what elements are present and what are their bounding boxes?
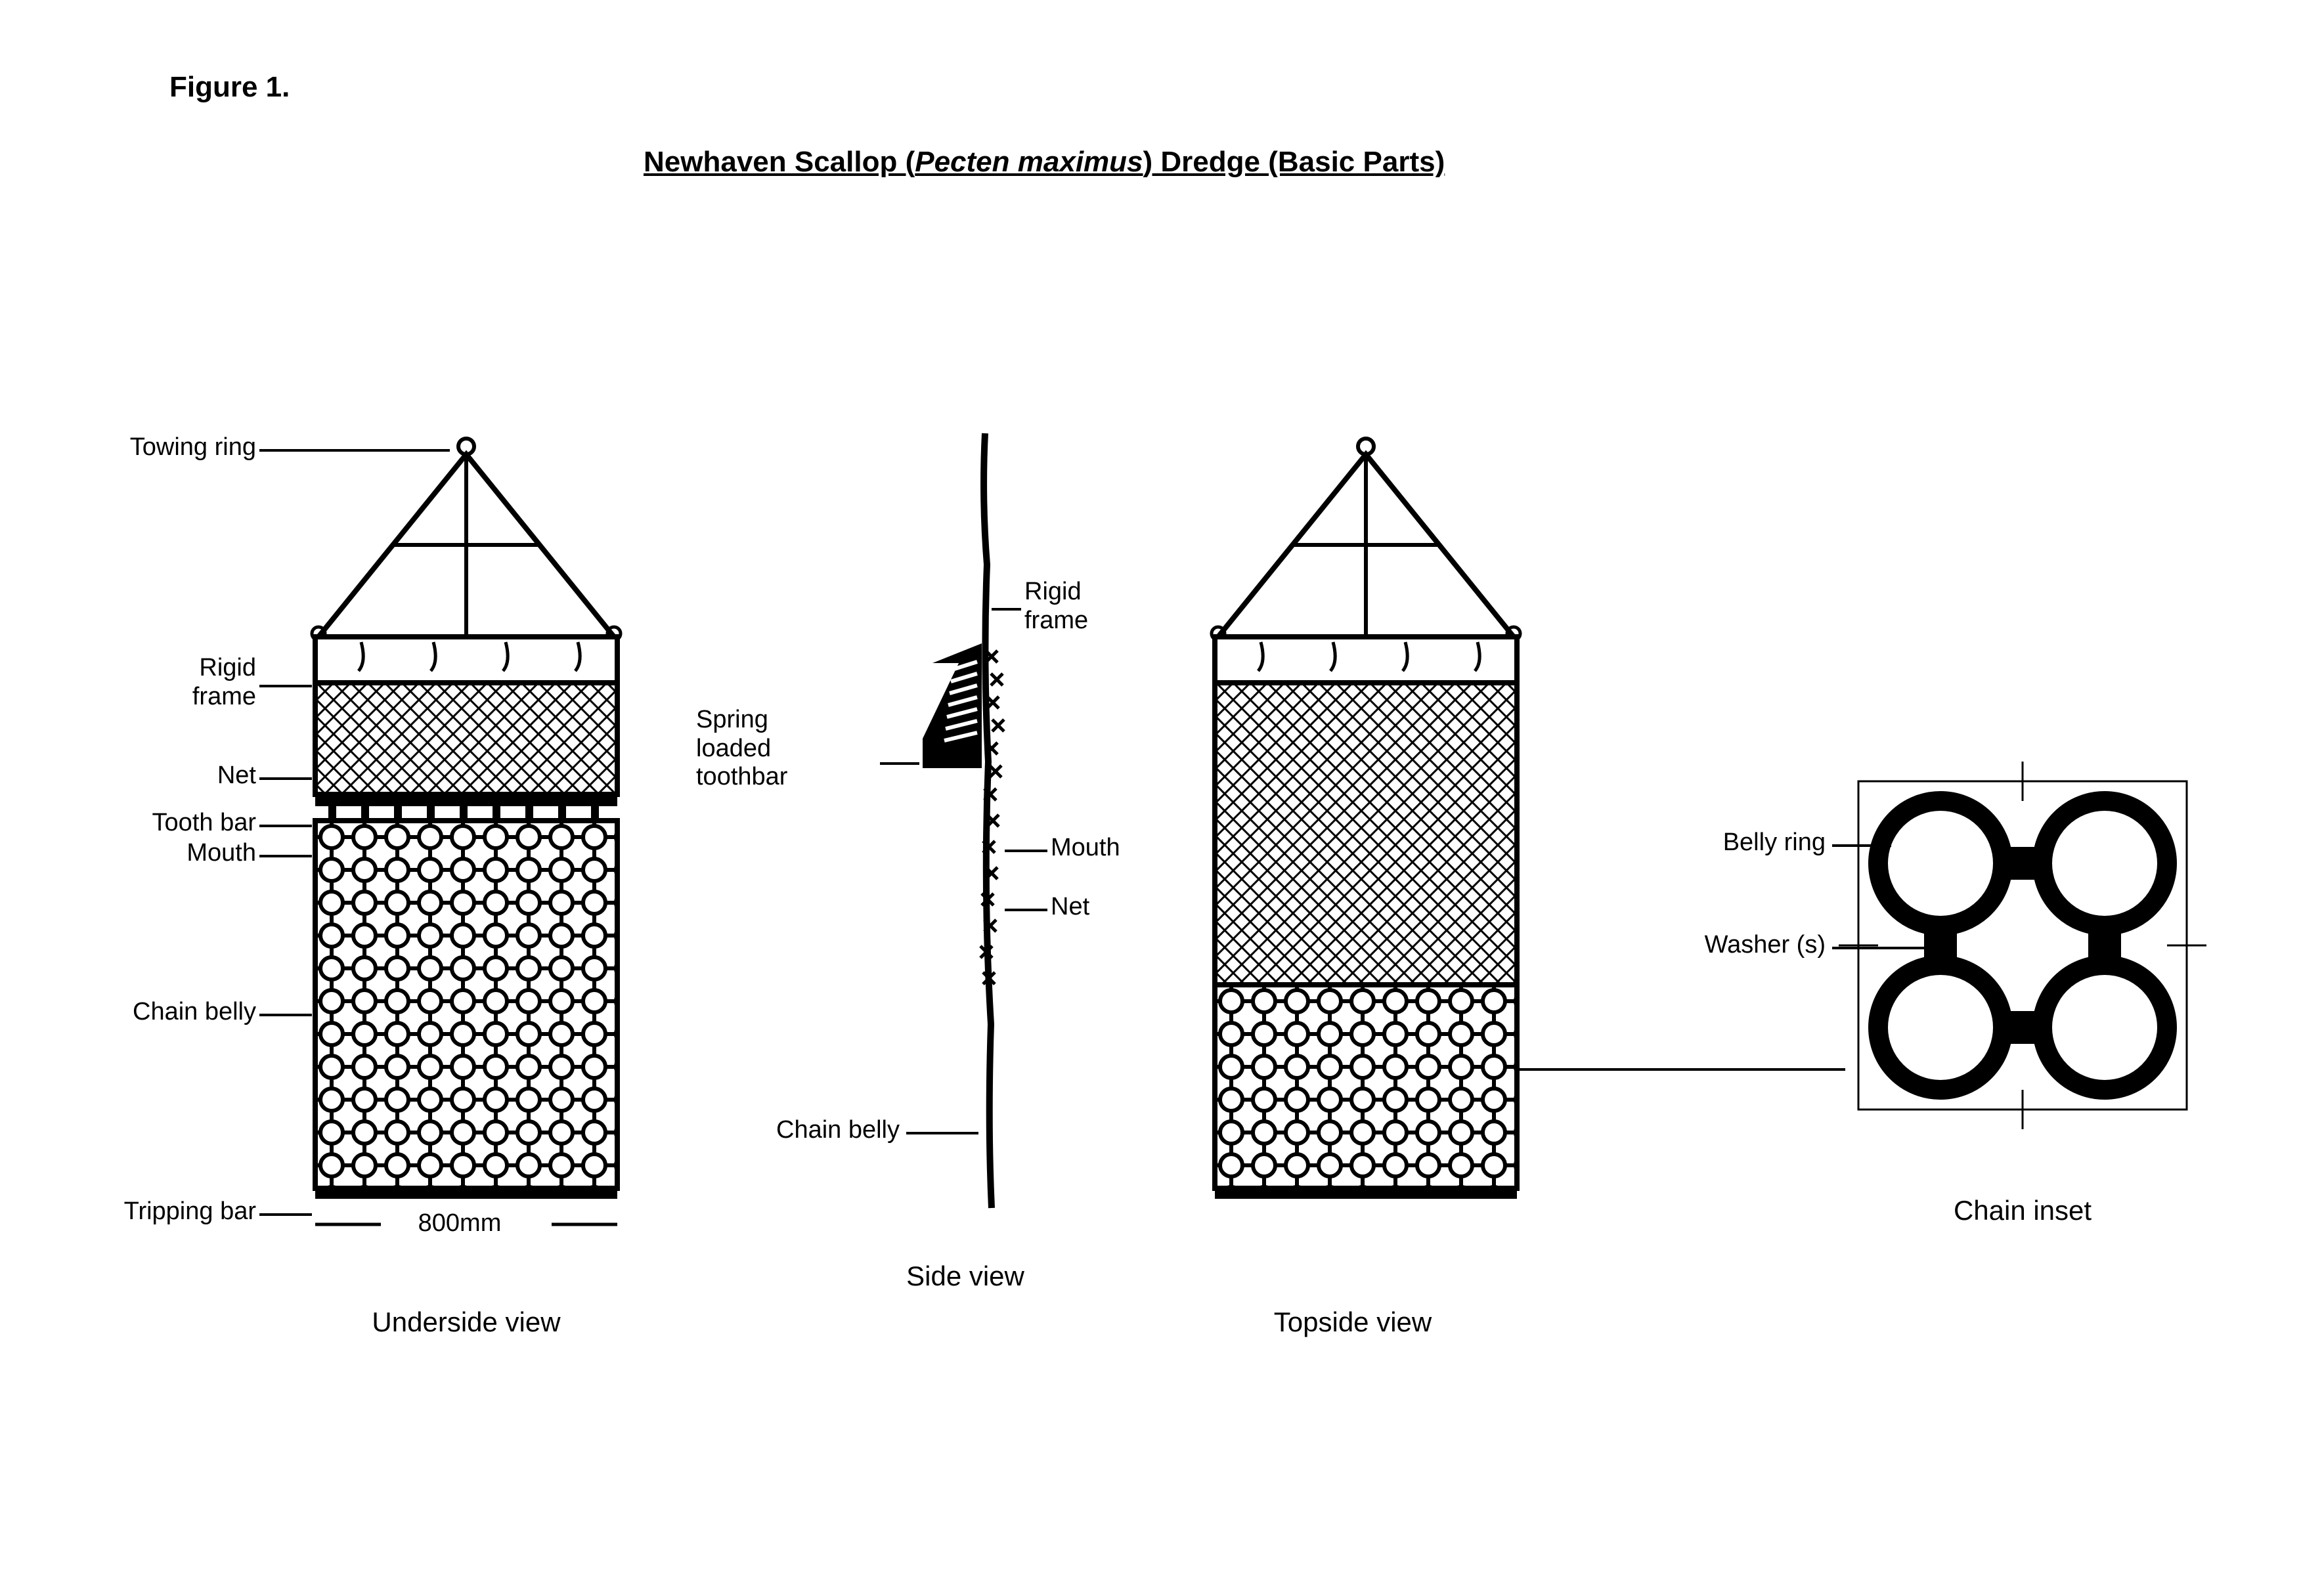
leader-belly-ring: [1832, 844, 1891, 848]
leader-mouth-side: [1005, 849, 1047, 853]
leader-net: [259, 777, 312, 781]
leader-tripping-bar: [259, 1213, 312, 1217]
label-chain-belly: Chain belly: [26, 998, 256, 1027]
label-belly-ring: Belly ring: [1596, 829, 1826, 857]
label-tripping-bar: Tripping bar: [26, 1197, 256, 1226]
label-mouth: Mouth: [26, 839, 256, 868]
leader-towing-ring: [259, 448, 450, 452]
label-net-side: Net: [1051, 893, 1089, 922]
label-washer: Washer (s): [1596, 931, 1826, 960]
caption-topside: Topside view: [1221, 1306, 1484, 1338]
label-tooth-bar: Tooth bar: [26, 809, 256, 838]
leader-rigid-frame-side: [992, 607, 1021, 611]
leader-mouth: [259, 854, 312, 858]
label-chain-belly-side: Chain belly: [696, 1116, 900, 1145]
title-suffix: ) Dredge (Basic Parts): [1143, 146, 1445, 178]
leader-net-side: [1005, 908, 1047, 912]
topside-diagram: [1182, 427, 1550, 1254]
caption-side: Side view: [873, 1261, 1057, 1292]
figure-label: Figure 1.: [169, 71, 290, 104]
label-rigid-frame: Rigid frame: [26, 654, 256, 711]
leader-chain-belly: [259, 1013, 312, 1017]
side-diagram: [893, 427, 1064, 1215]
title-prefix: Newhaven Scallop (: [644, 146, 915, 178]
label-rigid-frame-side: Rigid frame: [1024, 578, 1088, 635]
title-italic: Pecten maximus: [915, 146, 1143, 178]
label-net: Net: [26, 762, 256, 790]
leader-tooth-bar: [259, 824, 312, 828]
dimension-800mm: 800mm: [394, 1209, 525, 1238]
label-towing-ring: Towing ring: [26, 433, 256, 462]
caption-underside: Underside view: [335, 1306, 598, 1338]
caption-chain-inset: Chain inset: [1918, 1195, 2128, 1226]
leader-spring-toothbar: [880, 762, 919, 766]
page: Figure 1. Newhaven Scallop (Pecten maxim…: [0, 0, 2301, 1596]
leader-washer: [1832, 946, 1937, 950]
leader-rigid-frame: [259, 684, 312, 688]
chain-inset-diagram: [1832, 755, 2213, 1136]
leader-to-inset: [1517, 1068, 1845, 1071]
label-spring-toothbar: Spring loaded toothbar: [696, 706, 880, 792]
leader-chain-belly-side: [906, 1131, 978, 1135]
main-title: Newhaven Scallop (Pecten maximus) Dredge…: [644, 146, 1445, 179]
underside-diagram: [282, 427, 650, 1267]
label-mouth-side: Mouth: [1051, 834, 1120, 863]
